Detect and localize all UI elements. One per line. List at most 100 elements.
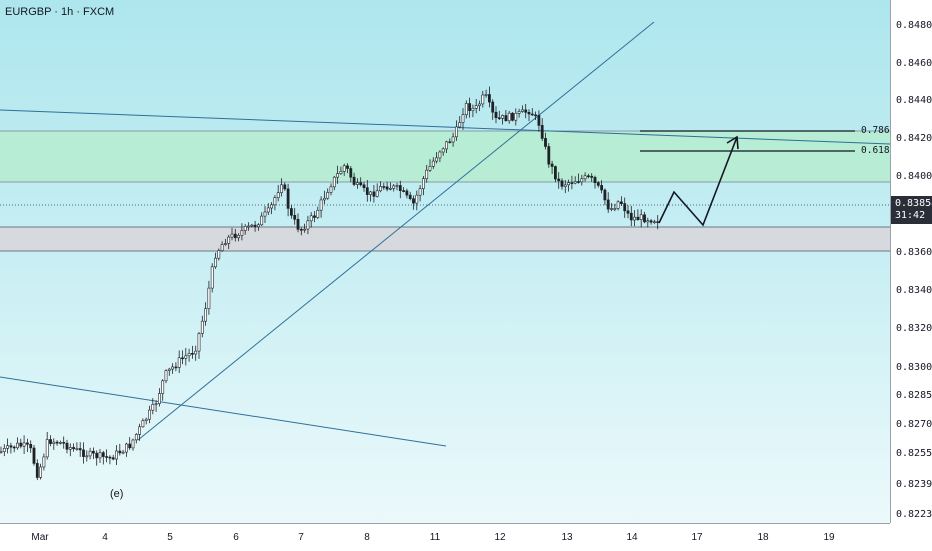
resistance-zone[interactable] bbox=[0, 131, 890, 182]
candle-body bbox=[214, 257, 217, 268]
candle-body bbox=[342, 165, 346, 172]
candle-body bbox=[194, 350, 198, 355]
candle-body bbox=[603, 189, 607, 201]
candle-body bbox=[336, 173, 340, 178]
candle-body bbox=[108, 456, 112, 459]
candle-body bbox=[606, 199, 610, 210]
candle-body bbox=[237, 235, 241, 239]
projection-path[interactable] bbox=[658, 136, 738, 227]
candle-body bbox=[332, 176, 336, 188]
trendline-upper-descending[interactable] bbox=[0, 109, 890, 145]
candle-body bbox=[181, 357, 184, 360]
candle-body bbox=[385, 186, 389, 190]
candle-body bbox=[458, 122, 462, 128]
candle-body bbox=[191, 352, 194, 355]
candle-body bbox=[359, 182, 363, 186]
candle-body bbox=[652, 221, 656, 223]
time-axis[interactable]: Mar 4 5 6 7 8 11 12 13 14 17 18 19 bbox=[0, 523, 890, 551]
candle-body bbox=[210, 266, 214, 289]
candle-body bbox=[577, 181, 580, 183]
candle-body bbox=[580, 178, 584, 183]
time-tick: 12 bbox=[494, 532, 506, 543]
candle-body bbox=[550, 163, 554, 167]
candle-body bbox=[633, 216, 637, 221]
candle-body bbox=[352, 176, 356, 185]
candle-body bbox=[230, 233, 234, 238]
support-zone[interactable] bbox=[0, 227, 890, 251]
candle-body bbox=[0, 451, 3, 453]
candle-body bbox=[309, 215, 313, 222]
candle-body bbox=[478, 103, 481, 106]
candle-body bbox=[217, 250, 221, 259]
candle-body bbox=[247, 225, 250, 228]
candle-body bbox=[530, 113, 534, 116]
candle-body bbox=[643, 214, 646, 223]
candle-body bbox=[583, 175, 587, 180]
candle-body bbox=[445, 141, 448, 150]
candle-body bbox=[402, 190, 406, 192]
candle-body bbox=[286, 188, 290, 209]
chart-area[interactable]: EURGBP · 1h · FXCM 0.786 0.618 (e) bbox=[0, 0, 890, 523]
candle-body bbox=[593, 177, 597, 183]
candle-body bbox=[134, 434, 138, 441]
candle-body bbox=[164, 370, 168, 382]
chart-canvas[interactable] bbox=[0, 0, 890, 523]
candle-body bbox=[451, 136, 455, 143]
candle-body bbox=[616, 201, 620, 209]
candle-body bbox=[646, 220, 650, 223]
candle-body bbox=[207, 287, 211, 310]
candle-body bbox=[639, 214, 643, 221]
candle-body bbox=[461, 114, 465, 123]
trendline-ascending[interactable] bbox=[137, 21, 655, 441]
candle-body bbox=[82, 449, 85, 457]
candle-body bbox=[623, 203, 627, 212]
candle-body bbox=[88, 450, 92, 457]
candle-body bbox=[141, 420, 145, 428]
candle-body bbox=[148, 409, 151, 420]
candle-body bbox=[118, 450, 122, 454]
candle-body bbox=[369, 191, 373, 195]
candle-body bbox=[233, 233, 237, 239]
trendline-lower-descending[interactable] bbox=[0, 376, 447, 447]
candle-body bbox=[649, 220, 653, 223]
fib-label-786: 0.786 bbox=[861, 125, 890, 136]
candle-body bbox=[154, 403, 158, 405]
fib-label-618: 0.618 bbox=[861, 145, 890, 156]
candle-body bbox=[524, 109, 528, 113]
candle-body bbox=[504, 115, 508, 121]
candle-body bbox=[395, 185, 399, 187]
candle-body bbox=[534, 114, 538, 117]
candle-body bbox=[105, 456, 109, 458]
candle-body bbox=[514, 113, 518, 121]
candle-body bbox=[174, 366, 178, 369]
candle-body bbox=[167, 368, 171, 371]
candle-body bbox=[151, 404, 155, 411]
candle-body bbox=[296, 219, 300, 230]
candle-body bbox=[276, 192, 280, 199]
candle-body bbox=[507, 112, 511, 122]
candle-body bbox=[68, 447, 72, 450]
candle-body bbox=[280, 184, 283, 193]
candle-body bbox=[184, 355, 188, 359]
candle-body bbox=[6, 445, 10, 449]
candle-body bbox=[39, 466, 43, 478]
candle-body bbox=[471, 108, 475, 111]
candle-body bbox=[441, 148, 445, 153]
candle-body bbox=[537, 115, 541, 126]
candle-body bbox=[125, 443, 128, 453]
candle-body bbox=[474, 105, 478, 109]
candle-body bbox=[540, 125, 544, 139]
current-price-badge: 0.83858 31:42 bbox=[891, 196, 932, 224]
projection-arrowhead bbox=[726, 135, 739, 150]
candle-body bbox=[322, 197, 326, 201]
candle-body bbox=[187, 352, 191, 357]
wave-label: (e) bbox=[110, 488, 124, 500]
candle-body bbox=[52, 441, 56, 444]
